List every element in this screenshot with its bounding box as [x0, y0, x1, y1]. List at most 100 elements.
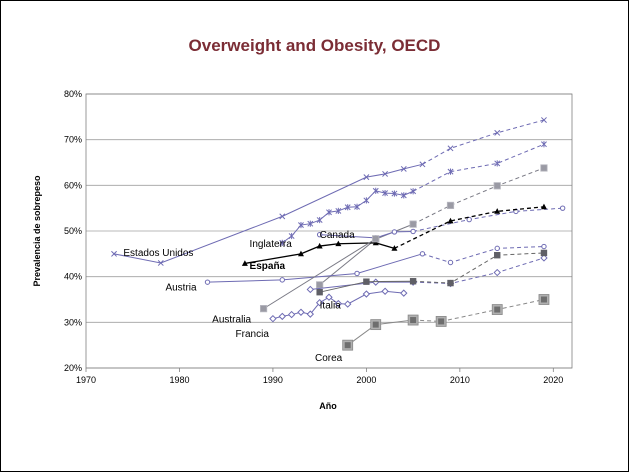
marker-diamond [315, 298, 324, 307]
marker-diamond [493, 268, 501, 277]
marker-square [363, 278, 370, 285]
marker-triangle [335, 240, 342, 247]
marker-x [279, 213, 286, 220]
y-axis-title: Prevalencia de sobrepeso [32, 175, 42, 287]
marker-diamond [325, 293, 333, 301]
marker-circle [391, 229, 398, 235]
marker-square [316, 288, 323, 296]
marker-square [316, 281, 324, 289]
marker-x [363, 174, 370, 181]
marker-square-big [407, 314, 419, 326]
series-line [263, 238, 376, 310]
marker-circle [541, 243, 547, 250]
marker-triangle [447, 217, 454, 224]
series-line-projection [413, 252, 544, 284]
marker-triangle [391, 245, 398, 251]
marker-star [391, 190, 398, 197]
marker-star [316, 216, 323, 224]
marker-x [419, 161, 426, 168]
marker-diamond [400, 289, 408, 297]
marker-triangle [540, 203, 547, 210]
marker-triangle [241, 260, 248, 266]
series-line-projection [412, 143, 545, 192]
marker-x [382, 170, 389, 177]
marker-square [259, 305, 268, 313]
marker-square [446, 201, 455, 210]
marker-star [382, 189, 389, 197]
series-corea [342, 294, 550, 351]
marker-star [307, 220, 314, 227]
marker-square [447, 279, 454, 287]
marker-star [400, 192, 407, 199]
marker-star [288, 232, 295, 240]
series-label: Francia [236, 329, 270, 340]
marker-diamond [269, 314, 277, 323]
marker-square-big [491, 304, 503, 315]
marker-star [494, 160, 501, 167]
y-tick-label: 40% [64, 272, 82, 282]
series-line-projection [413, 257, 545, 285]
marker-diamond [372, 278, 380, 286]
marker-triangle [297, 250, 304, 257]
marker-circle [559, 205, 566, 211]
marker-star [344, 204, 351, 211]
x-tick-label: 1970 [76, 375, 96, 385]
marker-circle [316, 231, 323, 238]
series-canada [316, 164, 548, 289]
series-line-projection [422, 246, 544, 264]
marker-circle [354, 270, 360, 277]
series-line-projection [413, 299, 545, 322]
series-australia [259, 235, 380, 313]
series-line [207, 253, 423, 283]
marker-circle [447, 259, 454, 266]
marker-x [447, 145, 454, 152]
chart-title: Overweight and Obesity, OECD [188, 36, 441, 55]
series-label: Inglaterra [250, 239, 293, 250]
marker-diamond [334, 299, 343, 308]
x-tick-label: 2020 [543, 375, 563, 385]
marker-circle [419, 251, 426, 257]
marker-triangle [494, 208, 501, 214]
marker-star [541, 141, 547, 148]
marker-square-big [370, 319, 382, 331]
marker-diamond [306, 285, 315, 294]
marker-diamond [306, 310, 315, 318]
series-francia [269, 287, 408, 323]
series-line-projection [394, 206, 545, 249]
marker-circle [466, 216, 472, 223]
marker-square-big [538, 294, 550, 305]
series-label: Canada [320, 230, 355, 241]
marker-square [493, 182, 501, 190]
x-tick-label: 2000 [356, 375, 376, 385]
series-label: Austria [165, 282, 197, 293]
marker-x [494, 129, 501, 136]
series-estados-unidos [111, 117, 547, 266]
marker-diamond [381, 287, 389, 295]
plot-area [85, 93, 573, 369]
marker-circle [279, 277, 285, 283]
marker-square [409, 220, 417, 228]
marker-star [447, 168, 454, 175]
series-line [244, 242, 395, 265]
marker-circle [494, 245, 500, 252]
y-tick-label: 50% [64, 226, 82, 236]
marker-square [409, 278, 417, 285]
y-tick-label: 30% [64, 317, 82, 327]
marker-x [541, 117, 547, 123]
marker-square [372, 235, 380, 243]
x-tick-label: 1980 [169, 375, 189, 385]
x-axis-title: Año [319, 401, 337, 411]
marker-triangle [372, 239, 379, 246]
y-tick-label: 60% [64, 180, 82, 190]
marker-x [157, 260, 164, 266]
series-label: Australia [212, 314, 251, 325]
y-tick-label: 20% [64, 363, 82, 373]
x-tick-label: 1990 [263, 375, 283, 385]
series-unnamed-8 [316, 249, 548, 296]
marker-diamond [278, 312, 286, 321]
marker-triangle [316, 242, 323, 249]
series-line-projection [412, 167, 545, 225]
y-tick-label: 80% [64, 89, 82, 99]
